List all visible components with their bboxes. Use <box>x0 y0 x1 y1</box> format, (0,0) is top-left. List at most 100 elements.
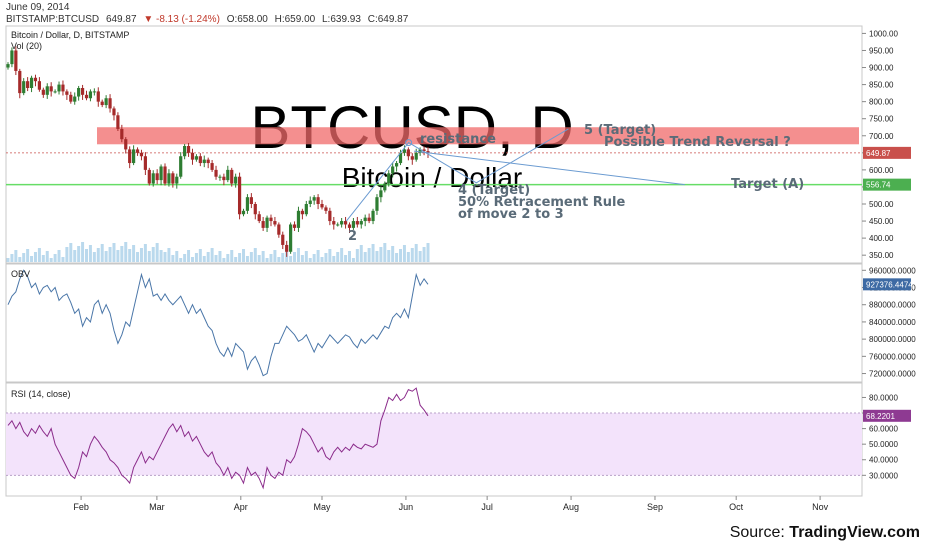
annotations: 2 resistance 4 (Target) 50% Retracement … <box>348 123 804 244</box>
volume-bar <box>65 247 69 262</box>
candle-body <box>355 221 359 225</box>
label-trend-reversal: Possible Trend Reversal ? <box>604 135 791 150</box>
volume-bar <box>214 255 218 262</box>
candle-body <box>116 115 120 129</box>
volume-bar <box>139 248 143 262</box>
x-tick-label: Feb <box>73 502 89 512</box>
price-tick-label: 600.00 <box>869 166 894 175</box>
candle-body <box>406 149 410 157</box>
volume-bar <box>206 252 210 262</box>
label-retracement: 50% Retracement Rule <box>458 195 625 210</box>
volume-bar <box>10 254 14 262</box>
volume-bar <box>187 250 191 262</box>
x-tick-label: May <box>314 502 332 512</box>
candle-body <box>175 176 179 184</box>
volume-bar <box>355 249 359 262</box>
x-tick-label: Aug <box>563 502 579 512</box>
candle-body <box>128 149 132 164</box>
volume-bar <box>234 257 238 262</box>
candle-body <box>289 224 293 252</box>
candle-body <box>277 224 281 235</box>
candle-body <box>53 91 57 93</box>
volume-bar <box>163 252 167 262</box>
candle-body <box>84 94 89 99</box>
candle-body <box>104 98 108 106</box>
volume-bar <box>320 257 324 262</box>
rsi-tick-label: 60.0000 <box>869 425 898 434</box>
volume-bar <box>132 245 136 262</box>
x-tick-label: Apr <box>234 502 248 512</box>
candle-body <box>124 139 128 150</box>
candle-body <box>18 70 22 94</box>
candle-body <box>65 91 69 95</box>
volume-bar <box>183 254 187 262</box>
candle-body <box>402 149 407 153</box>
wave-projection <box>345 128 569 222</box>
candle-body <box>292 224 297 228</box>
support-tag-bg <box>863 178 911 191</box>
price-tick-label: 450.00 <box>869 217 894 226</box>
volume-bar <box>395 253 399 262</box>
volume-bar <box>281 253 285 262</box>
candle-body <box>143 156 147 170</box>
candle-body <box>281 234 285 245</box>
source-brand: TradingView.com <box>789 524 920 541</box>
price-tick-label: 400.00 <box>869 234 894 243</box>
candle-body <box>226 169 230 181</box>
wave-lines <box>345 128 685 222</box>
resistance-zone <box>97 127 859 145</box>
rsi-tag: 68.2201 <box>866 412 895 421</box>
volume-bar <box>147 251 151 262</box>
volume-bar <box>179 258 183 262</box>
volume-bar <box>316 250 320 262</box>
candle-body <box>336 224 340 226</box>
volume-bar <box>277 257 281 262</box>
obv-tick-label: 960000.0000 <box>869 266 916 275</box>
candle-body <box>202 159 206 164</box>
candle-body <box>241 210 246 215</box>
label-move-2-3: of move 2 to 3 <box>458 207 564 222</box>
volume-bar <box>49 258 53 262</box>
volume-bar <box>304 251 308 262</box>
label-target-a: Target (A) <box>731 177 804 192</box>
candle-body <box>230 169 234 184</box>
candle-body <box>347 224 352 228</box>
volume-bar <box>414 244 418 262</box>
price-tick-label: 900.00 <box>869 64 894 73</box>
candle-body <box>210 163 214 170</box>
candle-body <box>245 197 250 211</box>
candle-body <box>77 88 81 97</box>
x-tick-label: Jun <box>399 502 414 512</box>
volume-bar <box>300 255 304 262</box>
candle-body <box>80 88 85 95</box>
volume-bar <box>120 246 124 262</box>
value-tags: 649.87 556.74 927376.4474 68.2201 <box>863 146 913 422</box>
volume-bar <box>324 253 328 262</box>
volume-bar <box>33 252 37 262</box>
volume-bar <box>387 250 391 262</box>
obv-tick-label: 760000.0000 <box>869 352 916 361</box>
volume-bar <box>37 248 41 262</box>
price-tag-bg <box>863 146 911 159</box>
rsi-tick-label: 50.0000 <box>869 440 898 449</box>
candle-body <box>273 221 277 225</box>
volume-bar <box>410 248 414 262</box>
volume-bar <box>422 247 426 262</box>
volume-bar <box>226 254 230 262</box>
candle-body <box>194 156 199 160</box>
volume-bar <box>399 249 403 262</box>
candle-body <box>112 108 116 116</box>
volume-bar <box>116 250 120 262</box>
candle-body <box>147 169 151 184</box>
candle-body <box>234 176 238 184</box>
candle-body <box>253 204 257 215</box>
source-credit: Source: TradingView.com <box>730 524 920 542</box>
candle-body <box>61 84 65 92</box>
candle-body <box>159 166 163 181</box>
price-tick-label: 350.00 <box>869 251 894 260</box>
candle-body <box>49 86 53 92</box>
close-value: C:649.87 <box>367 14 409 25</box>
candle-body <box>249 197 253 204</box>
last-price: 649.87 <box>105 14 137 25</box>
price-tick-label: 950.00 <box>869 46 894 55</box>
